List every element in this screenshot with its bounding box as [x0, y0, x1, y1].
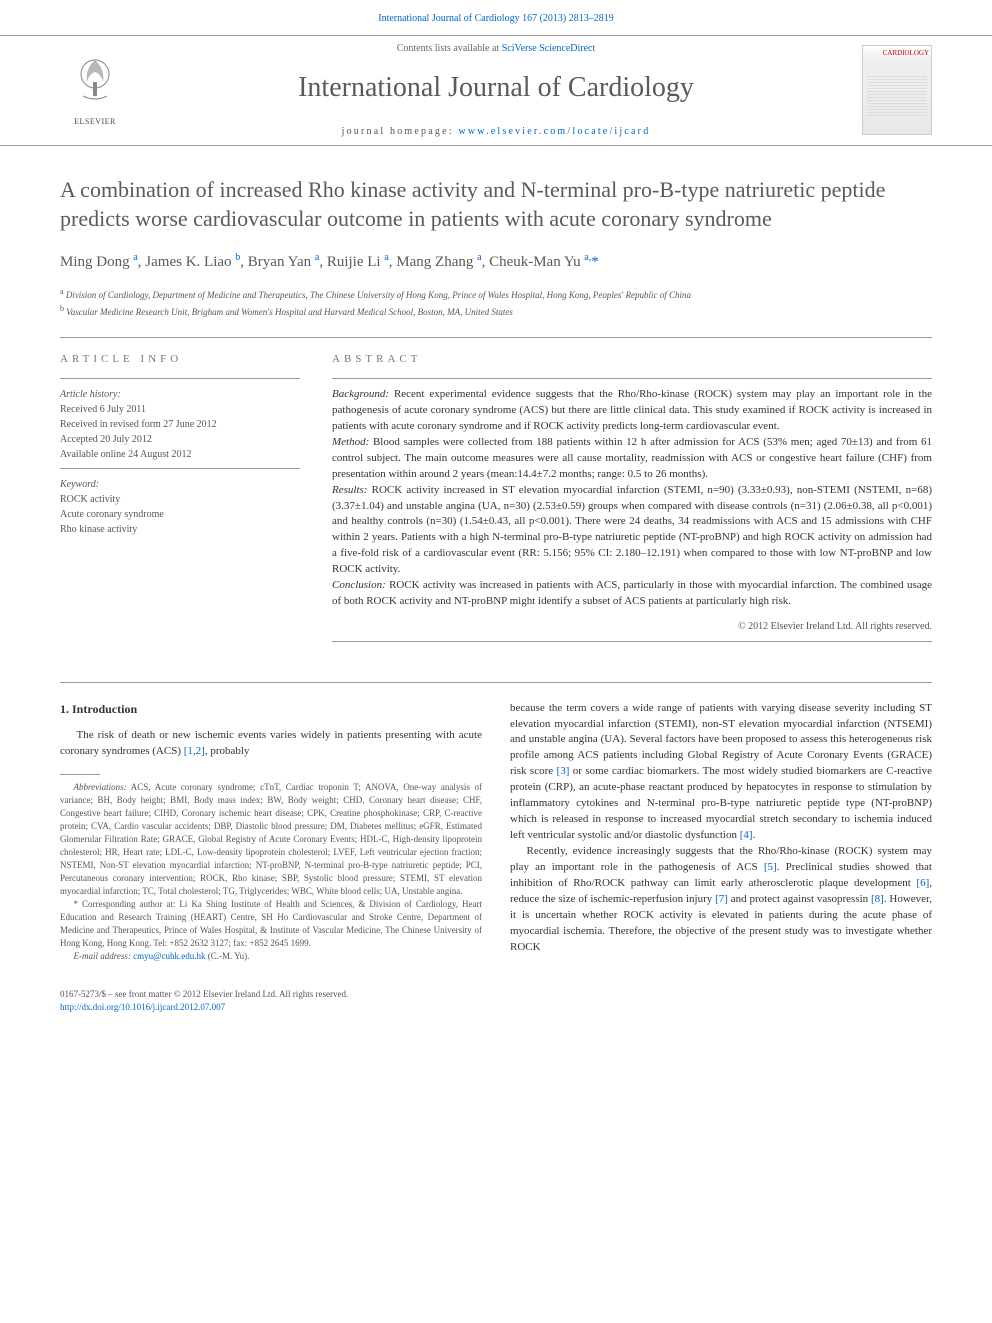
affiliations: a Division of Cardiology, Department of …: [60, 286, 932, 319]
abstract-text: Background: Recent experimental evidence…: [332, 387, 932, 610]
full-width-rule: [60, 682, 932, 683]
ref-4[interactable]: [4]: [740, 829, 753, 841]
author-list: Ming Dong a, James K. Liao b, Bryan Yan …: [60, 251, 932, 274]
abs-results: ROCK activity increased in ST elevation …: [332, 484, 932, 576]
history-accepted: Accepted 20 July 2012: [60, 432, 300, 447]
corresponding-footnote: * Corresponding author at: Li Ka Shing I…: [60, 898, 482, 950]
ref-6[interactable]: [6]: [916, 877, 929, 889]
contents-prefix: Contents lists available at: [397, 43, 502, 54]
footer-line1: 0167-5273/$ – see front matter © 2012 El…: [60, 988, 932, 1001]
tree-icon: [65, 54, 125, 114]
journal-title: International Journal of Cardiology: [148, 68, 844, 109]
ref-8[interactable]: [8]: [871, 893, 884, 905]
abs-results-label: Results:: [332, 484, 367, 496]
top-citation: International Journal of Cardiology 167 …: [0, 0, 992, 35]
ref-1-2[interactable]: [1,2]: [184, 745, 205, 757]
elsevier-logo: ELSEVIER: [60, 50, 130, 130]
email-label: E-mail address:: [74, 951, 131, 961]
cover-label: CARDIOLOGY: [883, 49, 929, 57]
keyword-list: ROCK activity Acute coronary syndrome Rh…: [60, 492, 300, 537]
divider-rule: [60, 337, 932, 338]
homepage-prefix: journal homepage:: [342, 126, 459, 137]
corr-label: * Corresponding author at:: [74, 899, 176, 909]
ref-7[interactable]: [7]: [715, 893, 728, 905]
abbrev-text: ACS, Acute coronary syndrome; cTnT, Card…: [60, 782, 482, 896]
affiliation-a: a Division of Cardiology, Department of …: [60, 286, 932, 303]
keyword-3: Rho kinase activity: [60, 522, 300, 537]
doi-link[interactable]: http://dx.doi.org/10.1016/j.ijcard.2012.…: [60, 1002, 225, 1012]
intro-p1: The risk of death or new ischemic events…: [60, 728, 482, 760]
article-title: A combination of increased Rho kinase ac…: [60, 176, 932, 233]
abs-background: Recent experimental evidence suggests th…: [332, 388, 932, 432]
info-rule-1: [60, 378, 300, 379]
masthead-center: Contents lists available at SciVerse Sci…: [148, 42, 844, 140]
sciencedirect-link[interactable]: SciVerse ScienceDirect: [502, 43, 596, 54]
abs-conclusion-label: Conclusion:: [332, 579, 386, 591]
history-label: Article history:: [60, 387, 300, 402]
col2-p2: Recently, evidence increasingly suggests…: [510, 844, 932, 956]
left-column: 1. Introduction The risk of death or new…: [60, 701, 482, 964]
email-who: (C.-M. Yu).: [205, 951, 249, 961]
abbrev-label: Abbreviations:: [74, 782, 127, 792]
history-revised: Received in revised form 27 June 2012: [60, 417, 300, 432]
article-history: Article history: Received 6 July 2011 Re…: [60, 387, 300, 462]
email-footnote: E-mail address: cmyu@cuhk.edu.hk (C.-M. …: [60, 950, 482, 963]
abstract-copyright: © 2012 Elsevier Ireland Ltd. All rights …: [332, 620, 932, 635]
history-online: Available online 24 August 2012: [60, 447, 300, 462]
keywords-block: Keyword: ROCK activity Acute coronary sy…: [60, 477, 300, 537]
affiliation-b: b Vascular Medicine Research Unit, Brigh…: [60, 303, 932, 320]
abstract-column: ABSTRACT Background: Recent experimental…: [332, 352, 932, 650]
keyword-1: ROCK activity: [60, 492, 300, 507]
abstract-label: ABSTRACT: [332, 352, 932, 368]
body-columns: 1. Introduction The risk of death or new…: [0, 701, 992, 988]
intro-heading: 1. Introduction: [60, 701, 482, 718]
article-header: A combination of increased Rho kinase ac…: [0, 146, 992, 668]
col2-p1: because the term covers a wide range of …: [510, 701, 932, 844]
journal-cover-thumbnail: CARDIOLOGY: [862, 45, 932, 135]
abs-method-label: Method:: [332, 436, 369, 448]
contents-line: Contents lists available at SciVerse Sci…: [148, 42, 844, 57]
ref-5[interactable]: [5]: [764, 861, 777, 873]
journal-masthead: ELSEVIER Contents lists available at Sci…: [0, 35, 992, 147]
ref-3[interactable]: [3]: [557, 765, 570, 777]
history-received: Received 6 July 2011: [60, 402, 300, 417]
abbreviations-footnote: Abbreviations: ACS, Acute coronary syndr…: [60, 781, 482, 898]
info-abstract-row: ARTICLE INFO Article history: Received 6…: [60, 352, 932, 650]
abstract-rule-bottom: [332, 641, 932, 642]
keyword-2: Acute coronary syndrome: [60, 507, 300, 522]
article-info-column: ARTICLE INFO Article history: Received 6…: [60, 352, 300, 650]
footnote-rule: [60, 774, 100, 775]
article-info-label: ARTICLE INFO: [60, 352, 300, 368]
abs-method: Blood samples were collected from 188 pa…: [332, 436, 932, 480]
keyword-label: Keyword:: [60, 477, 300, 492]
right-column: because the term covers a wide range of …: [510, 701, 932, 964]
abstract-rule-top: [332, 378, 932, 379]
abs-conclusion: ROCK activity was increased in patients …: [332, 579, 932, 607]
page-footer: 0167-5273/$ – see front matter © 2012 El…: [0, 988, 992, 1034]
abs-background-label: Background:: [332, 388, 389, 400]
info-rule-2: [60, 468, 300, 469]
homepage-line: journal homepage: www.elsevier.com/locat…: [148, 125, 844, 140]
elsevier-logo-text: ELSEVIER: [74, 116, 116, 128]
email-link[interactable]: cmyu@cuhk.edu.hk: [133, 951, 205, 961]
top-citation-link[interactable]: International Journal of Cardiology 167 …: [378, 13, 614, 24]
homepage-url[interactable]: www.elsevier.com/locate/ijcard: [458, 126, 650, 137]
